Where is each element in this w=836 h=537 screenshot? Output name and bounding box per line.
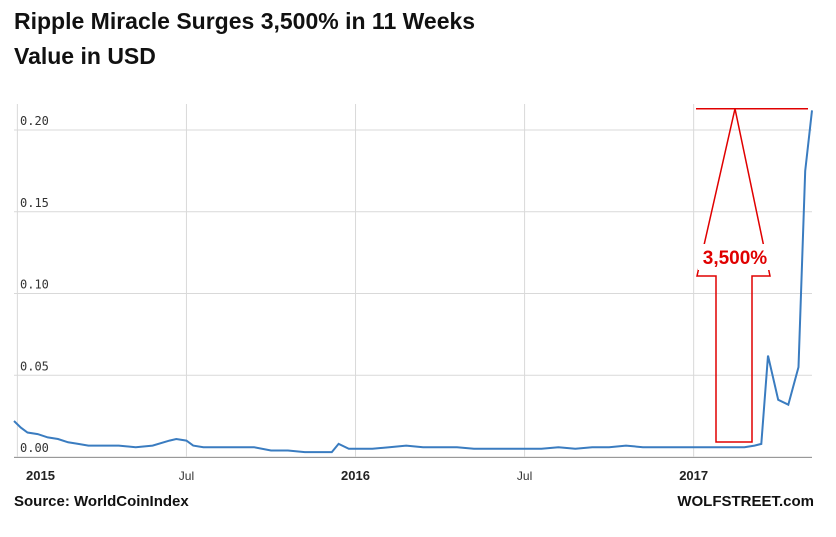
series-line — [13, 110, 813, 454]
x-axis-ticks: 2015 Jul 2016 Jul 2017 — [26, 468, 708, 483]
annotation-label-bg — [698, 244, 774, 270]
x-tick-label: 2016 — [341, 468, 370, 483]
x-tick-label: 2015 — [26, 468, 55, 483]
x-tick-label: Jul — [179, 469, 194, 483]
annotation-arrow — [696, 107, 808, 443]
grid — [14, 104, 812, 458]
annotation-arrow-shape — [696, 108, 771, 443]
annotation-label: 3,500% — [703, 248, 768, 269]
y-tick-label: 0.10 — [20, 278, 49, 292]
x-tick-label: 2017 — [679, 468, 708, 483]
y-tick-label: 0.15 — [20, 196, 49, 210]
chart-title: Ripple Miracle Surges 3,500% in 11 Weeks — [14, 8, 476, 34]
brand-label: WOLFSTREET.com — [677, 493, 814, 510]
y-tick-label: 0.00 — [20, 441, 49, 455]
chart-subtitle: Value in USD — [14, 43, 156, 69]
source-label: Source: WorldCoinIndex — [14, 493, 189, 510]
x-tick-label: Jul — [517, 469, 532, 483]
y-axis-ticks: 0.00 0.05 0.10 0.15 0.20 — [20, 114, 49, 455]
y-tick-label: 0.20 — [20, 114, 49, 128]
y-tick-label: 0.05 — [20, 359, 49, 373]
